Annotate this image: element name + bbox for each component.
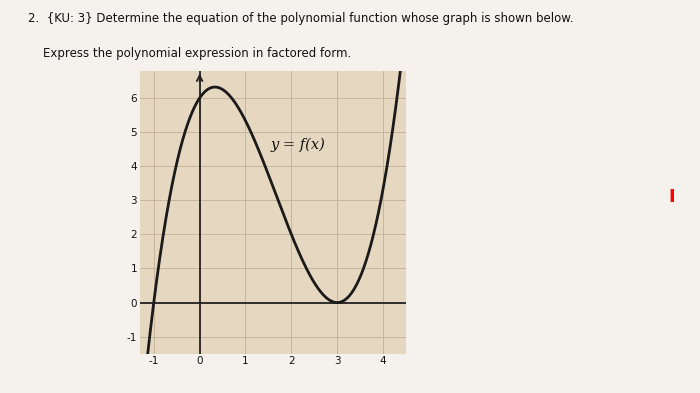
Text: I: I — [669, 187, 675, 206]
Text: y = f(x): y = f(x) — [271, 138, 326, 152]
Text: 2.  {KU: 3} Determine the equation of the polynomial function whose graph is sho: 2. {KU: 3} Determine the equation of the… — [28, 12, 573, 25]
Text: Express the polynomial expression in factored form.: Express the polynomial expression in fac… — [28, 47, 351, 60]
